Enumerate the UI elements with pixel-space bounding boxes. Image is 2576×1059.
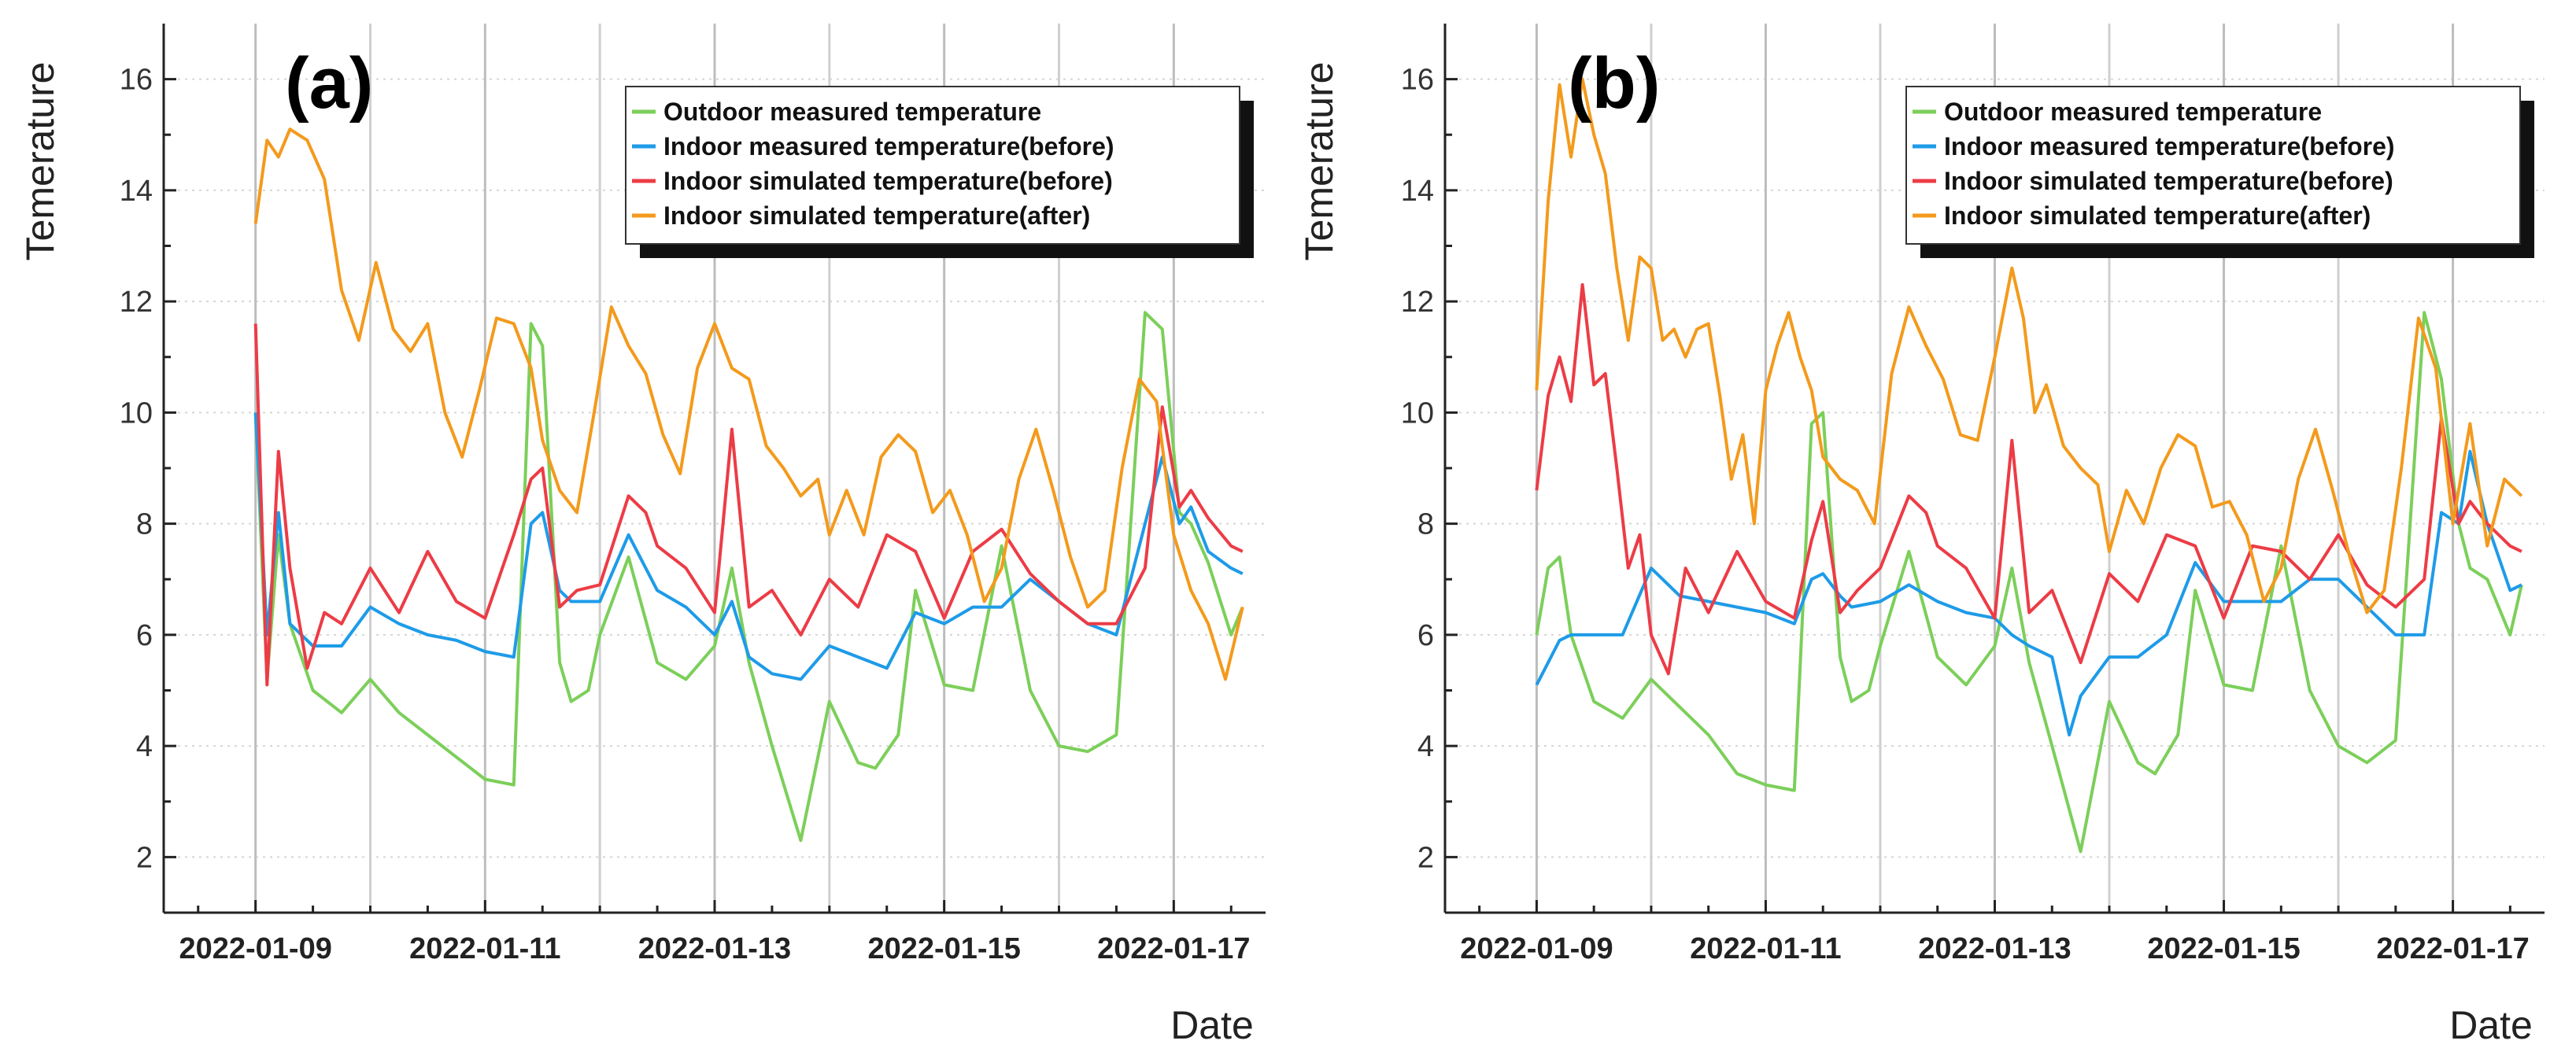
y-tick-label: 4 — [136, 730, 153, 763]
legend-box — [1905, 86, 2521, 245]
y-tick-label: 2 — [1417, 841, 1434, 874]
chart-panel-a: 2 4 6 8 10 12 14 16 2022-01-09 2022-01-11 2022-01-… — [18, 24, 1266, 1047]
series-line-indoor-simulated-temperature-before — [253, 323, 1244, 687]
x-axis-title: Date — [1170, 1003, 1254, 1047]
legend: Outdoor measured temperature Indoor measu… — [625, 86, 1254, 258]
legend-label: Indoor simulated temperature(before) — [663, 167, 1113, 195]
x-tick-label: 2022-01-15 — [2147, 932, 2300, 965]
legend: Outdoor measured temperature Indoor measu… — [1905, 86, 2534, 258]
legend-box — [625, 86, 1240, 245]
y-tick-label: 16 — [120, 64, 153, 97]
y-axis-title: Temerature — [18, 62, 62, 261]
legend-label: Indoor simulated temperature(before) — [1944, 167, 2393, 195]
panel-label: (b) — [1568, 43, 1660, 124]
x-tick-label: 2022-01-17 — [1097, 932, 1250, 965]
y-tick-label: 14 — [1401, 175, 1434, 208]
y-tick-label: 10 — [1401, 397, 1434, 430]
series-line-indoor-measured-temperature-before — [253, 412, 1244, 681]
y-tick-label: 8 — [136, 508, 153, 541]
y-tick-label: 12 — [1401, 286, 1434, 319]
y-tick-label: 16 — [1401, 64, 1434, 97]
y-tick-label: 4 — [1417, 730, 1434, 763]
series-line-indoor-measured-temperature-before — [1535, 449, 2522, 736]
x-tick-label: 2022-01-13 — [638, 932, 791, 965]
legend-label: Indoor measured temperature(before) — [663, 132, 1114, 161]
legend-label: Indoor simulated temperature(after) — [1944, 201, 2371, 230]
x-tick-label: 2022-01-09 — [1460, 932, 1613, 965]
chart-panel-b: 2 4 6 8 10 12 14 16 2022-01-09 2022-01-11 2022-01-… — [1297, 24, 2545, 1047]
y-tick-label: 8 — [1417, 508, 1434, 541]
x-tick-label: 2022-01-11 — [1690, 932, 1841, 965]
legend-label: Outdoor measured temperature — [663, 98, 1041, 126]
y-tick-label: 6 — [136, 619, 153, 652]
series-line-indoor-simulated-temperature-after — [253, 127, 1244, 681]
x-tick-label: 2022-01-09 — [179, 932, 331, 965]
legend-label: Indoor measured temperature(before) — [1944, 132, 2395, 161]
legend-label: Indoor simulated temperature(after) — [663, 201, 1090, 230]
x-tick-label: 2022-01-13 — [1918, 932, 2071, 965]
x-axis-title: Date — [2449, 1003, 2533, 1047]
series-line-indoor-simulated-temperature-after — [1535, 77, 2523, 614]
x-tick-label: 2022-01-15 — [867, 932, 1020, 965]
x-tick-label: 2022-01-17 — [2376, 932, 2529, 965]
series-line-outdoor-measured-temperature — [1535, 311, 2523, 854]
y-axis-title: Temerature — [1297, 62, 1341, 261]
y-tick-label: 14 — [120, 175, 153, 208]
panel-label: (a) — [285, 43, 373, 124]
series-line-outdoor-measured-temperature — [253, 311, 1244, 843]
y-tick-label: 10 — [120, 397, 153, 430]
series-line-indoor-simulated-temperature-before — [1535, 282, 2522, 676]
y-tick-label: 2 — [136, 841, 153, 874]
legend-label: Outdoor measured temperature — [1944, 98, 2322, 126]
x-tick-label: 2022-01-11 — [409, 932, 560, 965]
y-tick-label: 12 — [120, 286, 153, 319]
y-tick-label: 6 — [1417, 619, 1434, 652]
